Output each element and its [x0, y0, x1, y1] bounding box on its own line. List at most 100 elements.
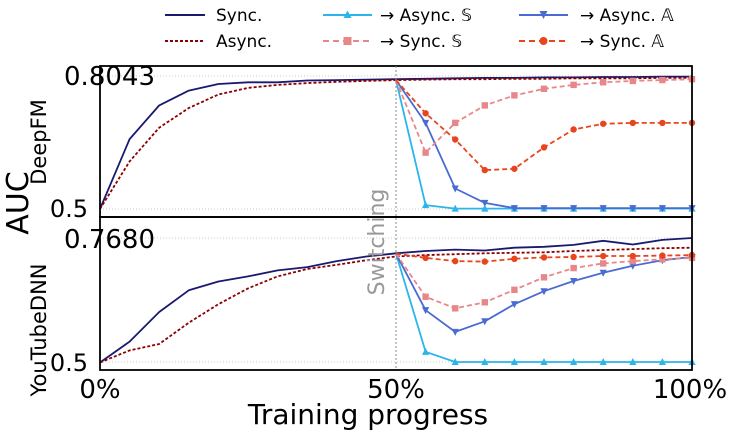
deepfm-series-to-sync-s-point-3: [481, 102, 488, 109]
deepfm-series-to-async-a-point-7: [599, 205, 607, 213]
legend-marker-sync-a: [539, 37, 548, 45]
youtubednn-series-to-async-s-point-5: [540, 358, 548, 365]
legend-entry-sync-s: → Sync. 𝕊: [323, 32, 462, 52]
legend-entry-async-a: → Async. 𝔸: [519, 6, 674, 26]
deepfm-series-to-sync-a-point-5: [540, 144, 548, 151]
panel-youtubednn-ytick-bottom: 0.5: [50, 349, 88, 377]
youtubednn-series-to-async-s-point-6: [570, 358, 578, 365]
youtubednn-series-to-sync-a-point-7: [600, 252, 607, 260]
youtubednn-series-to-async-a-point-5: [540, 288, 548, 296]
deepfm-series-to-sync-s-point-4: [511, 92, 518, 99]
deepfm-series-to-sync-s-point-9: [659, 76, 666, 84]
youtubednn-series-to-sync-s-point-9: [659, 256, 666, 263]
deepfm-series-to-sync-a-point-4: [511, 165, 518, 172]
deepfm-series-to-async-a-point-8: [629, 205, 637, 213]
youtubednn-series-to-sync-a-point-6: [570, 253, 577, 261]
panel-deepfm: 0.8043 0.5 DeepFM: [27, 62, 696, 223]
youtubednn-series-to-async-s-point-9: [658, 358, 666, 365]
youtubednn-series-to-sync-s-point-2: [452, 305, 459, 312]
deepfm-series-to-async-a-line: [395, 79, 692, 210]
youtubednn-series-to-sync-s-point-6: [570, 264, 577, 272]
youtubednn-series-to-sync-a-point-3: [481, 258, 488, 265]
panel-youtubednn-ytick-top: 0.7680: [64, 225, 155, 255]
panel-youtubednn-frame: [99, 216, 693, 371]
x-tick-100: 100%: [653, 375, 727, 405]
legend-label-sync-s: → Sync. 𝕊: [380, 32, 462, 52]
legend-entry-async: Async.: [165, 32, 272, 52]
deepfm-series-to-sync-a-point-1: [422, 110, 429, 117]
deepfm-series-to-sync-a-point-2: [452, 136, 459, 143]
deepfm-series-to-async-a-point-9: [658, 205, 666, 213]
youtubednn-series-to-async-s-point-3: [481, 358, 489, 365]
youtubednn-series-to-sync-s-line: [395, 253, 693, 310]
legend-marker-async-s: [343, 10, 352, 18]
deepfm-series-to-async-a-point-1: [422, 119, 430, 127]
youtubednn-series-to-sync-a-point-2: [452, 257, 459, 265]
deepfm-series-to-async-s-point-3: [481, 204, 489, 212]
youtubednn-series-to-sync-a-point-9: [659, 252, 666, 259]
switching-annotation: Switching: [365, 189, 390, 296]
youtubednn-series-to-sync-a-point-8: [629, 252, 636, 260]
legend-label-sync: Sync.: [216, 6, 262, 26]
youtubednn-series-to-async-a-point-7: [599, 269, 607, 277]
youtubednn-series-to-sync-s-point-4: [511, 286, 518, 294]
youtubednn-series-to-sync-s-point-3: [481, 299, 488, 306]
deepfm-series-to-async-a-point-5: [540, 205, 548, 213]
youtubednn-series-to-async-s-point-7: [599, 358, 607, 365]
youtubednn-series-to-sync-s-point-8: [629, 257, 636, 265]
youtubednn-series-to-sync-s-point-5: [540, 274, 548, 281]
deepfm-series-to-async-a-point-3: [481, 199, 489, 207]
youtubednn-series-to-sync-a-point-4: [511, 255, 518, 263]
x-tick-50: 50%: [367, 375, 425, 405]
legend-label-sync-a: → Sync. 𝔸: [580, 32, 664, 52]
deepfm-series-to-sync-a-point-9: [659, 119, 666, 127]
deepfm-series-to-sync-s-point-8: [629, 77, 636, 85]
deepfm-series-to-sync-s-point-2: [452, 119, 459, 127]
deepfm-series-to-async-s-point-1: [422, 201, 430, 209]
panel-deepfm-ytick-top: 0.8043: [64, 62, 155, 92]
youtubednn-series-to-async-a-point-1: [422, 307, 430, 315]
youtubednn-series-to-async-s-point-2: [451, 358, 459, 365]
youtubednn-series-to-async-s-line: [395, 253, 692, 363]
youtubednn-series-to-async-a-point-3: [481, 318, 489, 326]
youtubednn-series-to-async-a-point-6: [570, 278, 578, 286]
legend-entry-sync: Sync.: [165, 6, 262, 26]
y-axis-label: AUC: [1, 171, 36, 234]
youtubednn-series-to-async-a-point-8: [629, 262, 637, 270]
youtubednn-series-to-sync-a-point-5: [540, 254, 548, 261]
youtubednn-series-to-sync-s-point-1: [422, 293, 429, 300]
youtubednn-series-to-async-a-point-4: [510, 301, 518, 309]
deepfm-series-to-sync-a-point-8: [629, 119, 636, 127]
youtubednn-series-to-async-s-point-8: [629, 358, 637, 365]
deepfm-series-to-sync-s-point-6: [570, 81, 577, 89]
deepfm-series-to-async-a-point-6: [570, 205, 578, 213]
legend-marker-sync-s: [343, 37, 352, 45]
panel-youtubednn: 0.7680 0.5 YouTubeDNN: [27, 216, 696, 398]
legend-label-async-a: → Async. 𝔸: [580, 6, 674, 26]
x-axis-label: Training progress: [247, 398, 488, 431]
panel-youtubednn-label: YouTubeDNN: [27, 264, 51, 398]
deepfm-series-to-sync-a-point-3: [481, 166, 488, 174]
youtubednn-series-async-line: [99, 246, 693, 364]
x-tick-0: 0%: [79, 375, 120, 405]
deepfm-series-to-sync-s-point-5: [540, 85, 548, 93]
legend-label-async-s: → Async. 𝕊: [380, 6, 472, 26]
deepfm-series-to-async-a-point-2: [451, 185, 459, 193]
deepfm-series-to-sync-a-point-7: [600, 120, 607, 127]
youtubednn-series-to-sync-s-point-7: [600, 260, 607, 267]
deepfm-series-to-async-a-point-4: [510, 205, 518, 213]
panel-deepfm-label: DeepFM: [27, 99, 51, 185]
legend: Sync. → Async. 𝕊 → Async. 𝔸 Async. → Syn…: [165, 6, 674, 52]
deepfm-series-to-async-s-point-2: [451, 204, 459, 212]
deepfm-series-to-sync-s-point-1: [422, 149, 429, 156]
youtubednn-series-sync-line: [99, 237, 693, 364]
youtubednn-series-to-async-s-point-1: [422, 347, 430, 355]
panel-deepfm-ytick-bottom: 0.5: [50, 195, 88, 223]
legend-entry-sync-a: → Sync. 𝔸: [519, 32, 664, 52]
deepfm-series-to-sync-a-point-6: [570, 126, 577, 133]
legend-label-async: Async.: [216, 32, 272, 52]
legend-entry-async-s: → Async. 𝕊: [323, 6, 472, 26]
youtubednn-series-to-async-s-point-4: [510, 358, 518, 365]
deepfm-series-to-sync-s-point-7: [600, 79, 607, 86]
